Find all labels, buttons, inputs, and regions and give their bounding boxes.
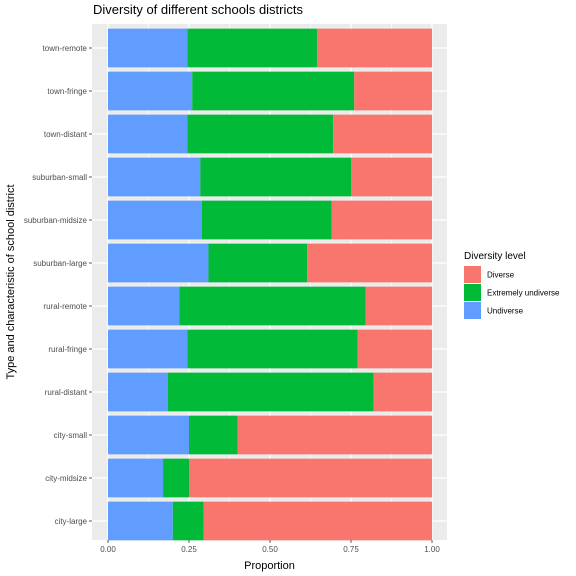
bar-segment [201, 200, 332, 240]
x-tick-label: 0.00 [100, 545, 116, 554]
y-tick-label: rural-distant [45, 388, 88, 397]
y-tick-label: suburban-midsize [24, 216, 88, 225]
bar-segment [108, 28, 188, 68]
bar-segment [108, 200, 202, 240]
bars [108, 28, 432, 541]
x-tick-label: 0.50 [262, 545, 278, 554]
bar-segment [373, 372, 432, 412]
y-tick-label: town-fringe [47, 87, 87, 96]
bar-segment [108, 501, 173, 541]
bar-segment [108, 415, 189, 455]
bar-segment [172, 501, 204, 541]
bar-segment [354, 71, 432, 111]
bar-segment [108, 329, 188, 369]
y-axis-title: Type and characteristic of school distri… [5, 184, 17, 379]
bar-segment [357, 329, 432, 369]
bar-segment [163, 458, 189, 498]
bar-segment [307, 243, 432, 283]
bar-segment [208, 243, 308, 283]
y-tick-label: suburban-large [33, 259, 87, 268]
bar-segment [200, 157, 351, 197]
bar-segment [187, 28, 317, 68]
bar-segment [187, 329, 358, 369]
bar-segment [108, 372, 168, 412]
legend: Diversity level Diverse Extremely undiver… [464, 251, 560, 319]
bar-segment [203, 501, 432, 541]
bar-segment [108, 157, 201, 197]
y-tick-labels: town-remote town-fringe town-distant suburb… [24, 44, 92, 526]
x-tick-labels: 0.00 0.25 0.50 0.75 1.00 [100, 540, 440, 554]
x-axis-title: Proportion [244, 560, 295, 572]
bar-segment [108, 458, 164, 498]
bar-segment [351, 157, 432, 197]
y-tick-label: city-midsize [45, 474, 87, 483]
legend-label: Undiverse [487, 307, 524, 316]
y-tick-label: rural-fringe [48, 345, 87, 354]
bar-segment [108, 286, 180, 326]
legend-label: Extremely undiverse [487, 289, 560, 298]
bar-segment [189, 415, 238, 455]
bar-segment [189, 458, 432, 498]
bar-segment [365, 286, 432, 326]
chart-title: Diversity of different schools districts [93, 2, 303, 17]
bar-segment [333, 114, 432, 154]
bar-segment [316, 28, 432, 68]
bar-segment [331, 200, 432, 240]
bar-segment [108, 71, 193, 111]
bar-segment [108, 114, 188, 154]
bar-segment [167, 372, 374, 412]
legend-swatch [464, 284, 481, 301]
bar-segment [237, 415, 432, 455]
y-tick-label: city-small [54, 431, 88, 440]
y-tick-label: town-distant [44, 130, 88, 139]
x-tick-label: 0.75 [343, 545, 359, 554]
legend-title: Diversity level [464, 251, 526, 262]
x-tick-label: 0.25 [181, 545, 197, 554]
y-tick-label: town-remote [43, 44, 88, 53]
x-tick-label: 1.00 [424, 545, 440, 554]
bar-segment [192, 71, 355, 111]
y-tick-label: city-large [55, 517, 88, 526]
legend-swatch [464, 302, 481, 319]
legend-swatch [464, 266, 481, 283]
y-tick-label: suburban-small [32, 173, 87, 182]
bar-segment [187, 114, 334, 154]
bar-segment [108, 243, 209, 283]
bar-segment [179, 286, 366, 326]
legend-label: Diverse [487, 271, 515, 280]
y-tick-label: rural-remote [43, 302, 87, 311]
